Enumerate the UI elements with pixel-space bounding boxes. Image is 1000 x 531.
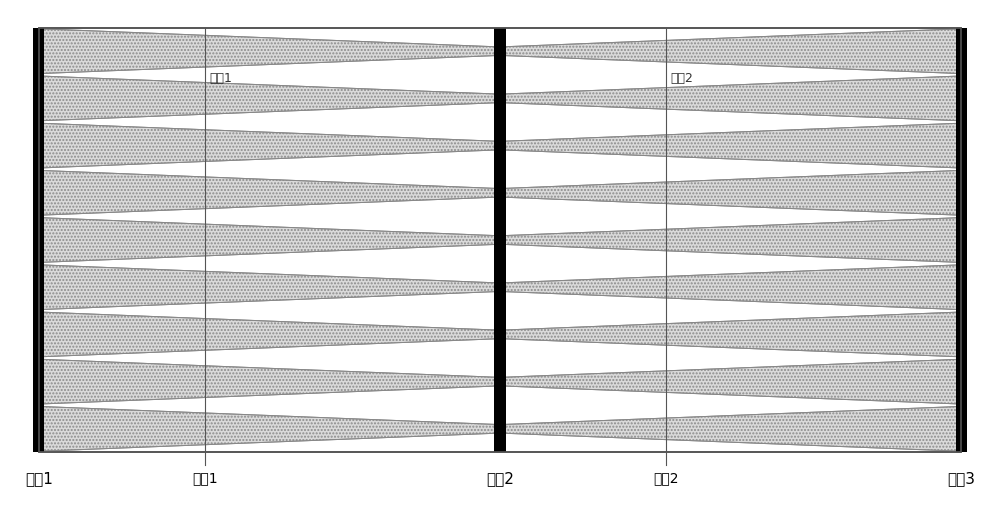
Polygon shape [500, 359, 961, 404]
Polygon shape [39, 312, 500, 357]
Text: 站点2: 站点2 [653, 472, 679, 485]
Polygon shape [500, 170, 961, 215]
Text: 路口2: 路口2 [486, 472, 514, 486]
Bar [39, 28, 961, 452]
Text: 站点1: 站点1 [210, 72, 232, 85]
Polygon shape [39, 29, 500, 74]
Polygon shape [500, 123, 961, 168]
Polygon shape [39, 170, 500, 215]
Text: 路口3: 路口3 [947, 472, 975, 486]
Polygon shape [500, 76, 961, 121]
Text: 站点2: 站点2 [671, 72, 693, 85]
Text: 路口1: 路口1 [25, 472, 53, 486]
Polygon shape [39, 76, 500, 121]
Polygon shape [500, 265, 961, 310]
Text: 站点1: 站点1 [192, 472, 218, 485]
Polygon shape [500, 312, 961, 357]
Polygon shape [500, 218, 961, 262]
Polygon shape [39, 406, 500, 451]
Polygon shape [39, 265, 500, 310]
Bar [956, 28, 967, 452]
Bar [39, 28, 961, 452]
Bar [494, 28, 506, 452]
Polygon shape [500, 29, 961, 74]
Polygon shape [39, 218, 500, 262]
Polygon shape [39, 123, 500, 168]
Polygon shape [500, 406, 961, 451]
Bar [33, 28, 44, 452]
Polygon shape [39, 359, 500, 404]
